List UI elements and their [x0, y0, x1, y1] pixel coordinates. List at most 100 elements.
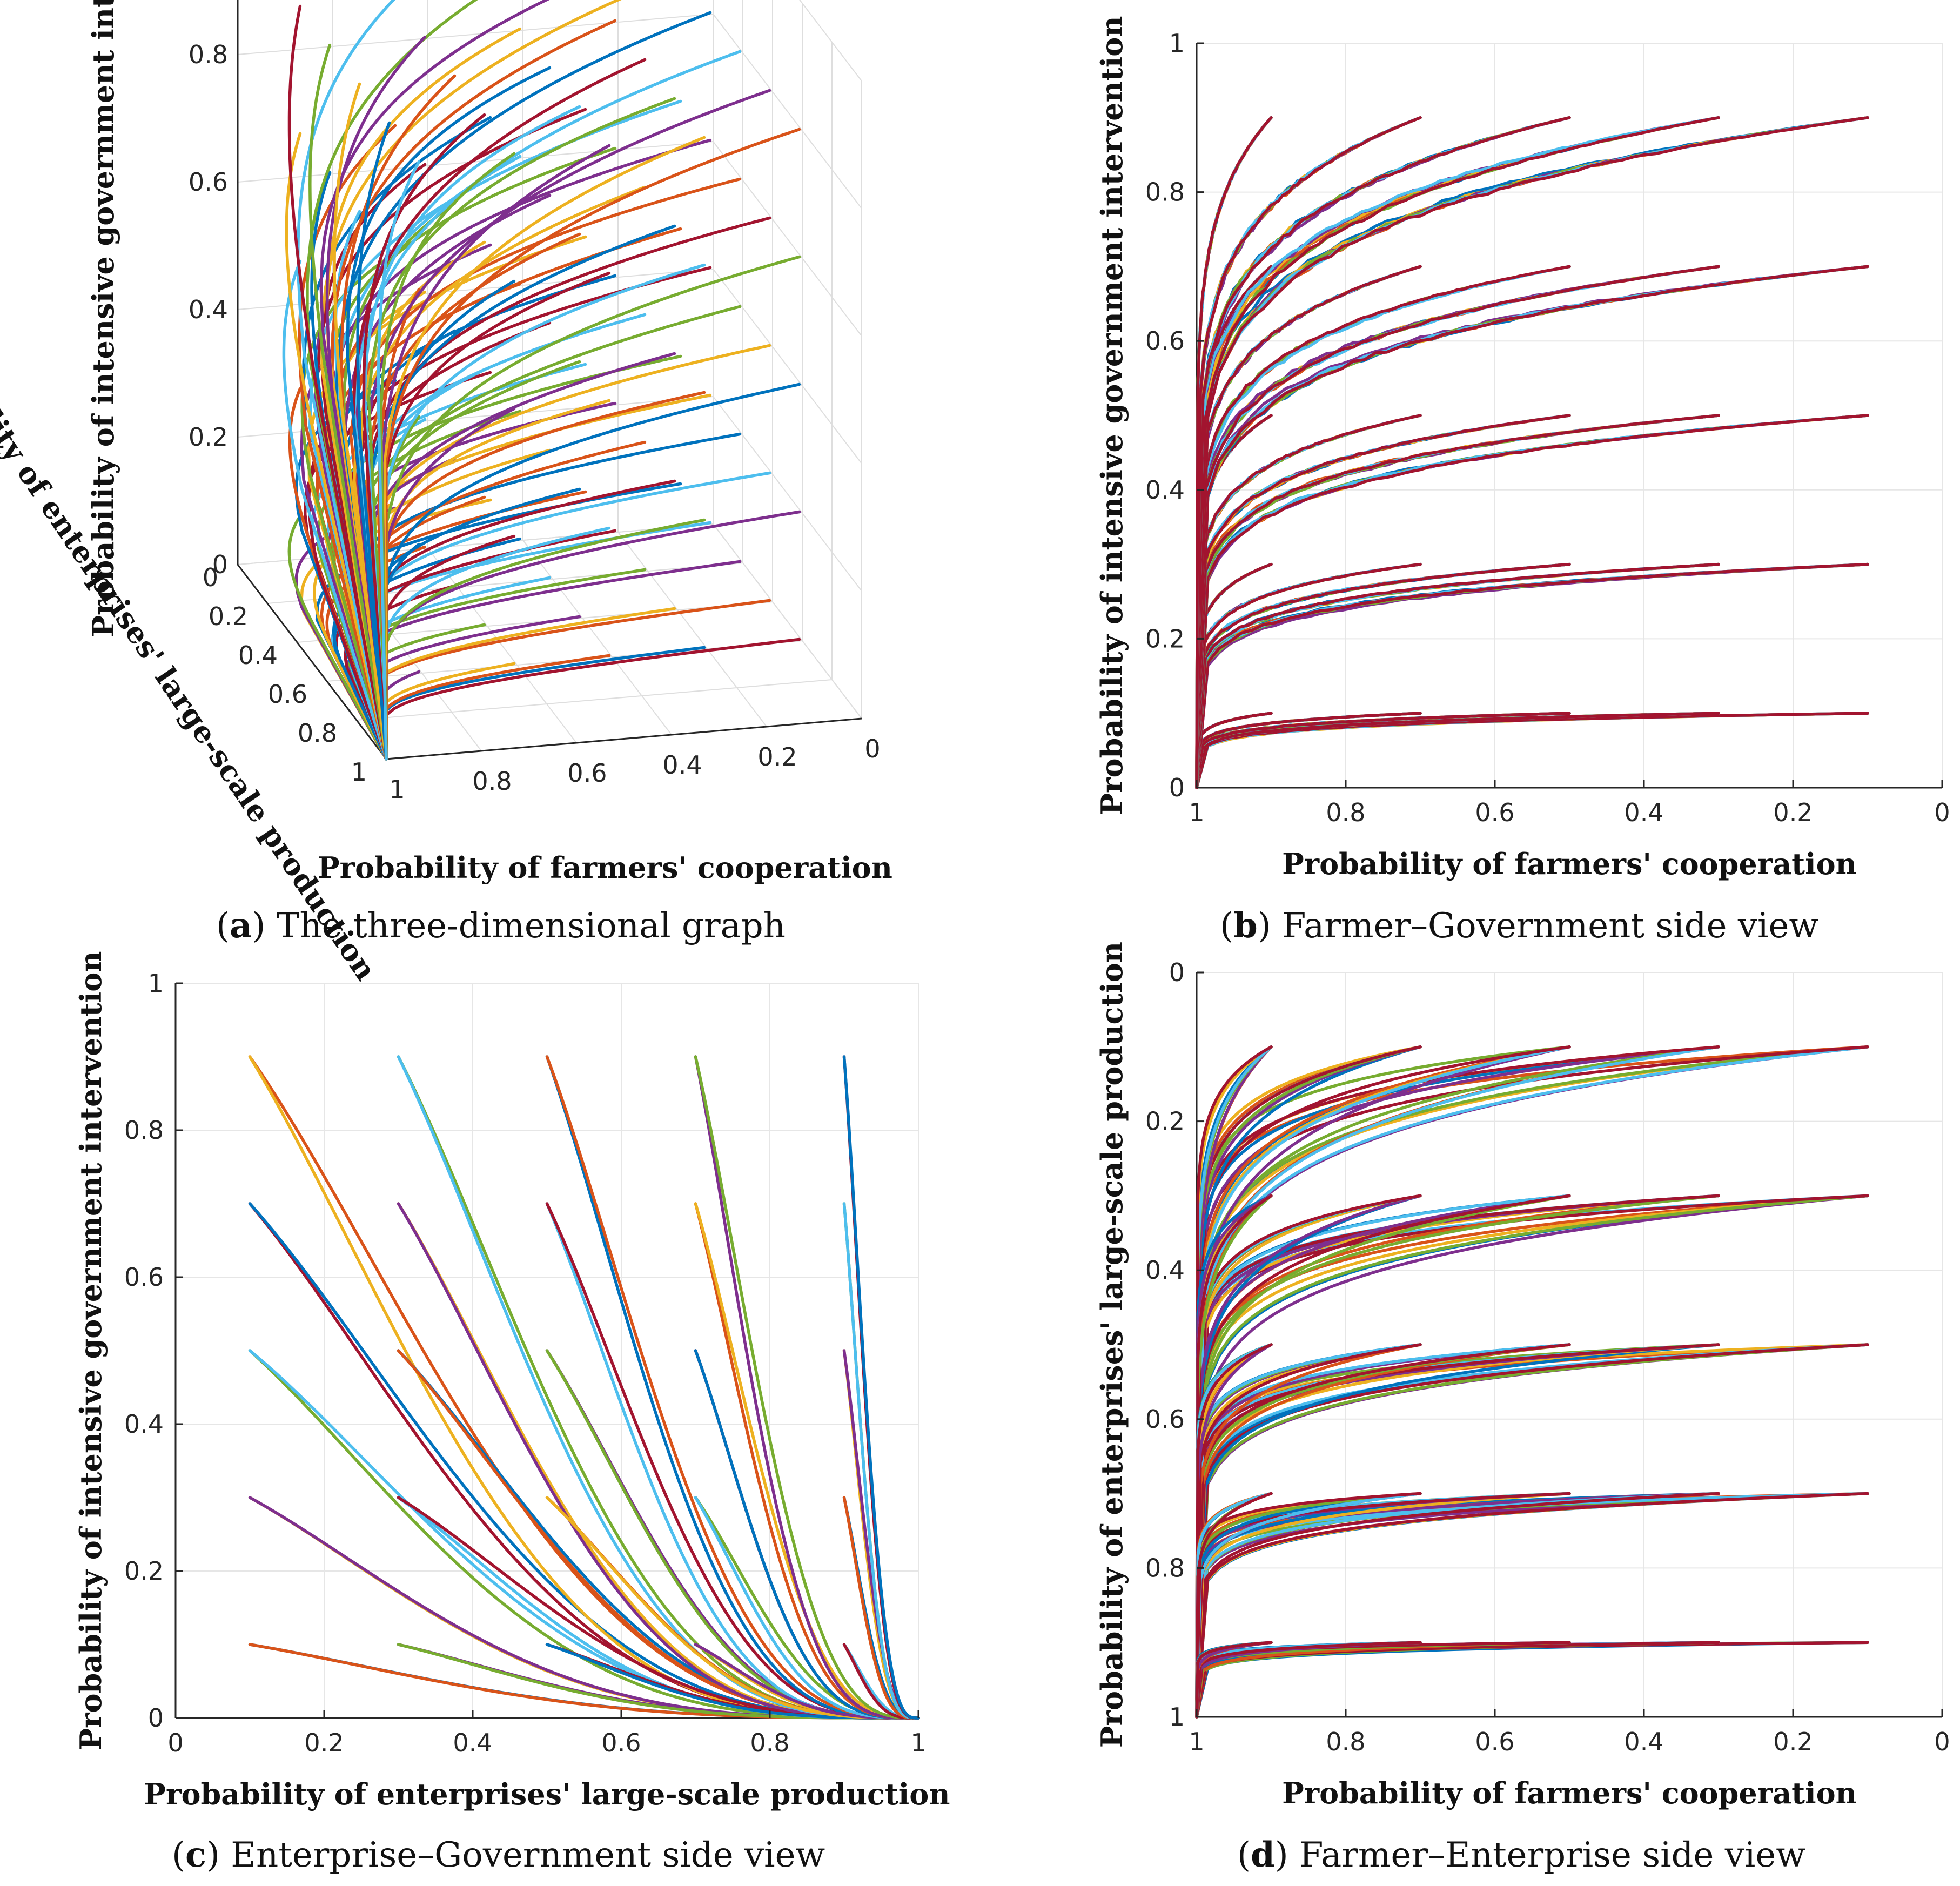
x-tick-label: 0 — [1934, 798, 1950, 827]
trajectory-line — [1195, 562, 1720, 789]
trajectory-line — [308, 99, 682, 761]
y-tick-label: 0.4 — [1145, 475, 1185, 505]
caption-b-text: ) Farmer–Government side view — [1258, 906, 1818, 946]
trajectory-line — [1195, 562, 1720, 789]
trajectory-line — [310, 171, 388, 761]
y-tick-label: 0.4 — [1145, 1256, 1185, 1285]
trajectory-line — [1195, 265, 1571, 789]
x-tick-label: 0 — [167, 1728, 183, 1757]
trajectory-line — [1195, 1045, 1571, 1719]
trajectory-line — [1195, 265, 1720, 789]
trajectory-line — [1195, 562, 1571, 789]
x-axis-label: Probability of farmers' cooperation — [1282, 1776, 1857, 1810]
trajectory-line — [1195, 1194, 1869, 1719]
trajectory-line — [1195, 562, 1720, 789]
caption-a-text: ) The three-dimensional graph — [252, 906, 786, 946]
trajectory-line — [346, 66, 552, 761]
trajectory-line — [1195, 562, 1273, 789]
trajectory-line — [1195, 414, 1422, 789]
x-axis-label: Probability of enterprises' large-scale … — [144, 1777, 950, 1811]
trajectory-line — [383, 646, 706, 761]
trajectory-line — [1195, 116, 1273, 789]
trajectory-line — [1195, 1045, 1571, 1719]
y-axis-line — [237, 564, 387, 760]
trajectory-line — [1195, 116, 1720, 789]
panel-c-enterprise-government: 0 0.2 0.4 0.6 0.8 1 0 0.2 0.4 0.6 0.8 1 Probability … — [73, 951, 950, 1811]
trajectory-line — [1195, 712, 1422, 789]
caption-d-text: ) Farmer–Enterprise side view — [1275, 1835, 1805, 1875]
grid-line — [522, 540, 672, 735]
trajectory-line — [842, 1055, 920, 1720]
trajectory-line — [1195, 116, 1720, 789]
trajectory-line — [1195, 562, 1720, 789]
trajectory-line — [1195, 1492, 1273, 1719]
trajectory-line — [1195, 1492, 1571, 1719]
trajectory-line — [694, 1055, 920, 1720]
trajectory-line — [1195, 1492, 1422, 1719]
trajectory-line — [367, 97, 676, 761]
x-tick-label: 0.6 — [601, 1728, 641, 1757]
trajectory-line — [1195, 712, 1720, 789]
trajectory-line — [545, 1055, 920, 1720]
trajectory-line — [1195, 1045, 1422, 1719]
trajectory-line — [248, 1202, 920, 1720]
trajectory-line — [248, 1055, 920, 1720]
trajectory-line — [1195, 265, 1869, 789]
y-tick-label: 0.6 — [124, 1263, 164, 1292]
y-tick-label: 0.2 — [1145, 1107, 1185, 1136]
x-tick-label: 0.2 — [757, 742, 797, 771]
caption-a: (a) The three-dimensional graph — [216, 905, 786, 946]
trajectory-line — [1195, 1194, 1571, 1719]
y-tick-label: 0.6 — [1145, 326, 1185, 355]
grid-line — [427, 548, 577, 743]
trajectory-line — [1195, 1492, 1720, 1719]
trajectory-line — [382, 136, 706, 761]
y-tick-label: 0 — [1169, 773, 1185, 802]
y-tick-label: 1 — [351, 757, 367, 787]
x-tick-label: 0.6 — [567, 759, 607, 788]
trajectory-line — [325, 27, 522, 761]
trajectory-line — [1195, 1045, 1720, 1719]
trajectory-line — [1195, 1343, 1273, 1719]
trajectory-line — [1195, 116, 1720, 789]
trajectory-line — [842, 1055, 920, 1720]
y-axis-label: Probability of enterprises' large-scale … — [1095, 942, 1129, 1748]
trajectory-line — [248, 1202, 920, 1720]
trajectory-line — [333, 82, 388, 761]
curves-group — [248, 1055, 920, 1720]
trajectory-line — [325, 35, 427, 761]
trajectory-line — [1195, 265, 1869, 789]
trajectory-line — [384, 510, 801, 761]
y-tick-label: 0 — [148, 1703, 164, 1733]
trajectory-line — [1195, 265, 1720, 789]
x-tick-label: 0.4 — [1624, 798, 1663, 827]
y-tick-label: 0.4 — [124, 1410, 164, 1439]
y-axis-label: Probability of intensive government inte… — [1095, 16, 1129, 815]
z-axis-label: Probability of intensive government inte… — [86, 0, 120, 637]
trajectory-line — [545, 1055, 920, 1720]
trajectory-line — [382, 391, 706, 761]
trajectory-line — [361, 368, 486, 761]
trajectory-line — [353, 50, 742, 761]
trajectory-line — [1195, 265, 1869, 789]
trajectory-line — [1195, 712, 1720, 789]
trajectory-line — [1195, 712, 1571, 789]
trajectory-line — [285, 132, 388, 761]
x-tick-label: 0.8 — [1326, 1727, 1365, 1756]
y-tick-label: 0 — [203, 563, 218, 592]
x-tick-label: 1 — [389, 775, 405, 804]
trajectory-line — [345, 560, 742, 761]
y-tick-label: 0 — [1169, 958, 1185, 987]
trajectory-line — [385, 255, 801, 761]
trajectory-line — [334, 11, 712, 761]
trajectory-line — [379, 279, 516, 761]
trajectory-line — [365, 471, 771, 761]
y-tick-label: 0.8 — [1145, 178, 1185, 207]
trajectory-line — [1195, 116, 1869, 789]
trajectory-line — [1195, 265, 1422, 789]
trajectory-line — [1195, 712, 1720, 789]
trajectory-line — [1195, 265, 1869, 789]
z-tick-label: 0 — [212, 550, 228, 579]
curves-group — [1195, 116, 1869, 789]
